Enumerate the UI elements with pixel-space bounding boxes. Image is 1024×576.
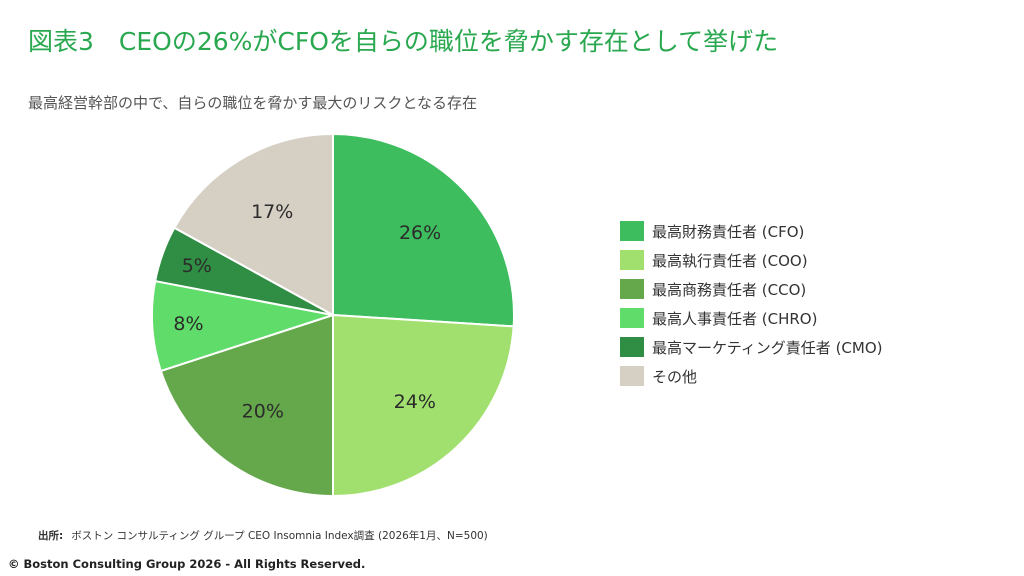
- legend-swatch-1: [620, 250, 644, 270]
- slice-data-label-2: 20%: [242, 401, 284, 423]
- slice-data-label-3: 8%: [173, 313, 203, 335]
- legend-item-5: その他: [620, 365, 883, 387]
- legend-item-0: 最高財務責任者 (CFO): [620, 220, 883, 242]
- legend-item-4: 最高マーケティング責任者 (CMO): [620, 336, 883, 358]
- legend-item-3: 最高人事責任者 (CHRO): [620, 307, 883, 329]
- pie-slice-1: [332, 313, 515, 498]
- copyright: © Boston Consulting Group 2026 - All Rig…: [8, 557, 366, 571]
- source-key: 出所:: [38, 530, 64, 542]
- pie-slice-3: [151, 279, 334, 373]
- legend-item-1: 最高執行責任者 (COO): [620, 249, 883, 271]
- legend-swatch-4: [620, 337, 644, 357]
- legend-label-1: 最高執行責任者 (COO): [652, 251, 808, 270]
- pie-slice-0: [332, 132, 515, 328]
- chart-subtitle: 最高経営幹部の中で、自らの職位を脅かす最大のリスクとなる存在: [28, 94, 477, 112]
- legend-swatch-5: [620, 366, 644, 386]
- legend-label-2: 最高商務責任者 (CCO): [652, 280, 807, 299]
- legend-label-5: その他: [652, 367, 698, 386]
- source-note: 出所: ボストン コンサルティング グループ CEO Insomnia Index…: [38, 528, 488, 543]
- legend-swatch-0: [620, 221, 644, 241]
- chart-title: 図表3 CEOの26%がCFOを自らの職位を脅かす存在として挙げた: [28, 27, 779, 56]
- legend-swatch-2: [620, 279, 644, 299]
- slice-data-label-5: 17%: [251, 201, 293, 223]
- slice-data-label-1: 24%: [394, 391, 436, 413]
- legend-swatch-3: [620, 308, 644, 328]
- chart-legend: 最高財務責任者 (CFO) 最高執行責任者 (COO) 最高商務責任者 (CCO) 最…: [620, 220, 883, 387]
- slice-data-label-4: 5%: [182, 255, 212, 277]
- pie-slice-5: [173, 132, 334, 317]
- legend-item-2: 最高商務責任者 (CCO): [620, 278, 883, 300]
- pie-slice-2: [159, 313, 334, 498]
- legend-label-0: 最高財務責任者 (CFO): [652, 222, 805, 241]
- legend-label-4: 最高マーケティング責任者 (CMO): [652, 338, 883, 357]
- source-text: ボストン コンサルティング グループ CEO Insomnia Index調査 …: [71, 530, 488, 542]
- slice-data-label-0: 26%: [399, 222, 441, 244]
- legend-label-3: 最高人事責任者 (CHRO): [652, 309, 818, 328]
